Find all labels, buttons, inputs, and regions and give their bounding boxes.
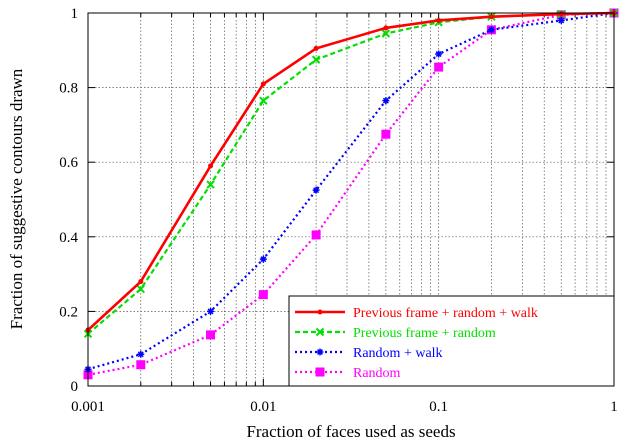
legend-item: Random + walk (295, 346, 443, 361)
data-point (558, 11, 564, 17)
data-point (137, 350, 145, 358)
data-point (311, 55, 321, 64)
data-point (206, 180, 215, 189)
data-point (136, 284, 145, 294)
data-point (312, 186, 320, 194)
data-point (208, 163, 214, 169)
x-tick-label: 0.01 (250, 399, 276, 415)
ticks: 0 0.2 0.4 0.6 0.8 1 0.001 0.01 0.1 1 (59, 6, 618, 415)
data-point (315, 367, 325, 377)
grid (88, 13, 614, 386)
y-tick-label: 0.2 (59, 304, 78, 320)
data-point (207, 307, 215, 315)
series-line (87, 11, 615, 376)
y-tick-label: 0 (71, 379, 79, 395)
data-point (436, 17, 442, 23)
series-line (87, 11, 615, 335)
series-2 (83, 8, 619, 338)
data-point (382, 97, 390, 105)
series-group (83, 8, 619, 380)
data-point (434, 62, 444, 72)
y-tick-label: 1 (71, 6, 79, 22)
x-tick-label: 0.1 (429, 399, 448, 415)
y-tick-label: 0.8 (59, 81, 78, 97)
data-point (383, 25, 389, 31)
data-point (313, 45, 319, 51)
data-point (311, 230, 321, 240)
data-point (259, 255, 267, 263)
data-point (381, 129, 391, 139)
data-point (315, 327, 325, 337)
legend-label: Random + walk (353, 346, 443, 361)
data-point (381, 29, 391, 38)
x-tick-label: 1 (610, 399, 618, 415)
legend-label: Previous frame + random + walk (353, 306, 538, 321)
series-1 (85, 10, 617, 333)
y-tick-label: 0.4 (59, 230, 78, 246)
series-line (87, 11, 615, 371)
data-point (206, 330, 216, 340)
data-point (557, 16, 565, 24)
y-tick-label: 0.6 (59, 155, 78, 171)
data-point (259, 96, 268, 105)
x-axis-title: Fraction of faces used as seeds (246, 422, 455, 441)
data-point (317, 309, 323, 315)
x-tick-label: 0.001 (71, 399, 105, 415)
data-point (316, 348, 324, 356)
legend-item: Previous frame + random (295, 326, 496, 341)
data-point (487, 26, 495, 34)
data-point (435, 50, 443, 58)
data-point (136, 360, 146, 370)
data-point (260, 81, 266, 87)
legend: Previous frame + random + walk Previous f… (288, 295, 615, 387)
y-axis-title: Fraction of suggestive contours drawn (7, 68, 26, 329)
legend-item: Random (295, 366, 401, 381)
legend-label: Previous frame + random (353, 326, 496, 341)
series-line (87, 11, 615, 332)
data-point (258, 290, 268, 300)
data-point (138, 279, 144, 285)
data-point (488, 14, 494, 20)
legend-label: Random (353, 366, 401, 381)
legend-item: Previous frame + random + walk (295, 306, 538, 321)
